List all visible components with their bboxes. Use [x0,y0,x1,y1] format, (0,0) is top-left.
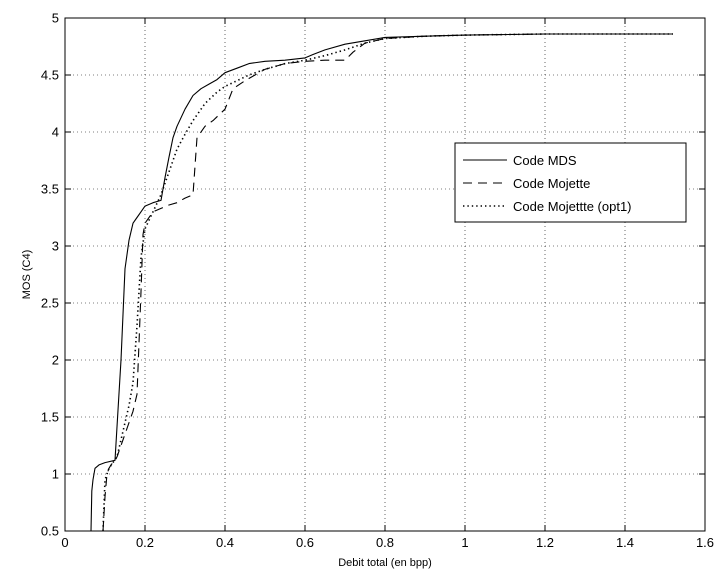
axis-ticks: 0 0.2 0.4 0.6 0.8 1 1.2 1.4 1.6 0.5 1 1.5 2 2.5 3 3.5 4 4… [41,11,714,551]
y-axis-label: MOS (C4) [21,250,33,300]
legend: Code MDS Code Mojette Code Mojettte (opt1) [454,142,687,223]
series-line-3 [102,33,673,532]
x-axis-label: Debit total (en bpp) [338,557,432,569]
y-tick-label: 5 [52,11,59,26]
y-tick-label: 4.5 [41,68,59,83]
x-tick-label: 1.4 [616,535,634,550]
series-line-1 [90,33,673,532]
x-tick-label: 0.6 [296,535,314,550]
x-tick-label: 1.6 [696,535,714,550]
x-tick-label: 1 [461,535,468,550]
y-tick-label: 0.5 [41,524,59,539]
x-tick-label: 0.2 [136,535,154,550]
y-tick-label: 2 [52,353,59,368]
series-lines [90,33,673,532]
x-tick-label: 0.8 [376,535,394,550]
legend-label-2: Code Mojette [513,176,590,191]
legend-label-3: Code Mojettte (opt1) [513,199,632,214]
y-tick-label: 4 [52,125,59,140]
y-tick-label: 3.5 [41,182,59,197]
y-tick-label: 2.5 [41,296,59,311]
legend-label-1: Code MDS [513,153,577,168]
x-tick-label: 0 [61,535,68,550]
grid-lines [65,18,705,531]
y-tick-label: 3 [52,239,59,254]
x-tick-label: 1.2 [536,535,554,550]
y-tick-label: 1.5 [41,410,59,425]
y-tick-label: 1 [52,467,59,482]
x-tick-label: 0.4 [216,535,234,550]
series-line-2 [102,33,673,532]
